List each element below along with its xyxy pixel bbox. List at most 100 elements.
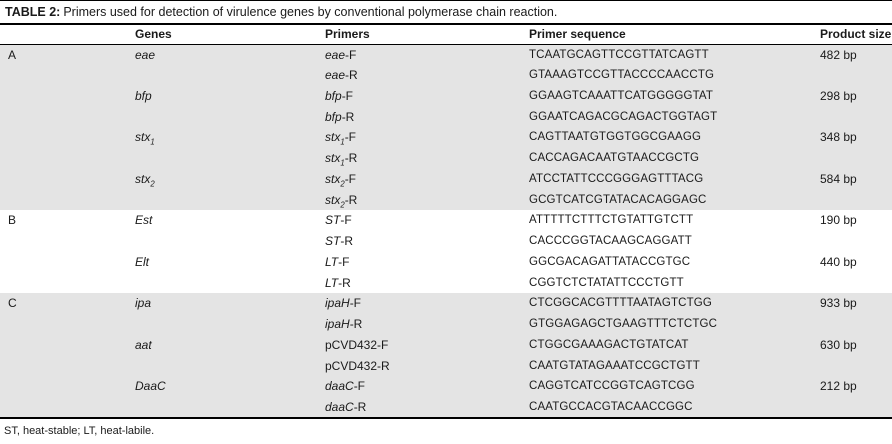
table-row: aat pCVD432-F CTGGCGAAAGACTGTATCAT 630 bp bbox=[0, 334, 892, 356]
product-size-cell bbox=[820, 355, 892, 376]
group-cell bbox=[0, 148, 135, 169]
gene-cell: stx1 bbox=[135, 130, 155, 147]
primers-table: Genes Primers Primer sequence Product si… bbox=[0, 25, 892, 419]
primer-cell: daaC-R bbox=[325, 399, 367, 414]
gene-cell bbox=[135, 106, 325, 127]
group-cell bbox=[0, 169, 135, 190]
primer-cell: pCVD432-R bbox=[325, 358, 390, 373]
sequence-cell: GTAAAGTCCGTTACCCCAACCTG bbox=[529, 69, 715, 82]
gene-cell bbox=[135, 231, 325, 252]
product-size-cell: 190 bp bbox=[820, 213, 857, 228]
table-row: B Est ST-F ATTTTTCTTTCTGTATTGTCTT 190 bp bbox=[0, 210, 892, 231]
product-size-cell: 298 bp bbox=[820, 88, 857, 103]
primer-cell: daaC-F bbox=[325, 379, 366, 394]
group-cell bbox=[0, 355, 135, 376]
col-header-primer-sequence: Primer sequence bbox=[529, 25, 820, 45]
primer-cell: ipaH-F bbox=[325, 296, 362, 311]
sequence-cell: GGAATCAGACGCAGACTGGTAGT bbox=[529, 110, 718, 123]
group-cell bbox=[0, 127, 135, 148]
gene-cell bbox=[135, 65, 325, 86]
sequence-cell: CAATGTATAGAAATCCGCTGTT bbox=[529, 359, 700, 372]
primer-cell: bfp-R bbox=[325, 109, 355, 124]
table-row: eae-R GTAAAGTCCGTTACCCCAACCTG bbox=[0, 64, 892, 86]
sequence-cell: CAGTTAATGTGGTGGCGAAGG bbox=[529, 131, 702, 144]
sequence-cell: GTGGAGAGCTGAAGTTTCTCTGC bbox=[529, 318, 718, 331]
table-row: DaaC daaC-F CAGGTCATCCGGTCAGTCGG 212 bp bbox=[0, 376, 892, 397]
primer-cell: LT-F bbox=[325, 254, 350, 269]
product-size-cell bbox=[820, 272, 892, 293]
sequence-cell: CGGTCTCTATATTCCCTGTT bbox=[529, 276, 684, 289]
group-cell bbox=[0, 252, 135, 273]
table-row: bfp-R GGAATCAGACGCAGACTGGTAGT bbox=[0, 106, 892, 127]
gene-cell bbox=[135, 397, 325, 418]
primer-cell: stx1-F bbox=[325, 130, 357, 147]
primer-cell: stx1-R bbox=[325, 151, 358, 168]
table-row: ST-R CACCCGGTACAAGCAGGATT bbox=[0, 231, 892, 252]
group-cell bbox=[0, 335, 135, 356]
table-row: stx1 stx1-F CAGTTAATGTGGTGGCGAAGG 348 bp bbox=[0, 127, 892, 148]
group-cell bbox=[0, 86, 135, 107]
product-size-cell: 584 bp bbox=[820, 171, 857, 186]
primer-cell: LT-R bbox=[325, 275, 351, 290]
product-size-cell: 212 bp bbox=[820, 379, 857, 394]
group-cell: B bbox=[8, 213, 17, 228]
group-cell: C bbox=[8, 296, 17, 311]
product-size-cell: 933 bp bbox=[820, 296, 857, 311]
group-cell bbox=[0, 397, 135, 418]
table-row: stx1-R CACCAGACAATGTAACCGCTG bbox=[0, 147, 892, 169]
gene-cell bbox=[135, 314, 325, 335]
header-row: Genes Primers Primer sequence Product si… bbox=[0, 25, 892, 45]
product-size-cell: 440 bp bbox=[820, 254, 857, 269]
group-cell bbox=[0, 376, 135, 397]
gene-cell: DaaC bbox=[135, 379, 166, 394]
product-size-cell: 630 bp bbox=[820, 337, 857, 352]
table-title: TABLE 2: Primers used for detection of vi… bbox=[0, 1, 892, 25]
sequence-cell: CACCCGGTACAAGCAGGATT bbox=[529, 235, 692, 248]
primer-cell: eae-F bbox=[325, 47, 357, 62]
sequence-cell: GGCGACAGATTATACCGTGC bbox=[529, 255, 691, 268]
primer-cell: stx2-R bbox=[325, 192, 358, 210]
primer-cell: bfp-F bbox=[325, 88, 354, 103]
primer-cell: ST-R bbox=[325, 234, 354, 249]
table-row: stx2-R GCGTCATCGTATACACAGGAGC bbox=[0, 189, 892, 210]
primer-cell: eae-R bbox=[325, 68, 358, 83]
gene-cell: aat bbox=[135, 337, 152, 352]
group-cell bbox=[0, 314, 135, 335]
sequence-cell: GGAAGTCAAATTCATGGGGGTAT bbox=[529, 89, 714, 102]
group-cell: A bbox=[8, 47, 17, 62]
table-row: pCVD432-R CAATGTATAGAAATCCGCTGTT bbox=[0, 355, 892, 376]
table-title-label: TABLE 2: bbox=[5, 5, 61, 19]
primer-cell: ST-F bbox=[325, 213, 352, 228]
sequence-cell: CTCGGCACGTTTTAATAGTCTGG bbox=[529, 297, 712, 310]
group-cell bbox=[0, 272, 135, 293]
group-cell bbox=[0, 231, 135, 252]
gene-cell: bfp bbox=[135, 88, 152, 103]
sequence-cell: GCGTCATCGTATACACAGGAGC bbox=[529, 193, 707, 206]
sequence-cell: ATCCTATTCCCGGGAGTTTACG bbox=[529, 172, 704, 185]
sequence-cell: CAATGCCACGTACAACCGGC bbox=[529, 400, 693, 413]
table-row: stx2 stx2-F ATCCTATTCCCGGGAGTTTACG 584 bp bbox=[0, 168, 892, 190]
product-size-cell bbox=[820, 148, 892, 169]
table-title-text: Primers used for detection of virulence … bbox=[63, 5, 558, 19]
table-row: Elt LT-F GGCGACAGATTATACCGTGC 440 bp bbox=[0, 252, 892, 273]
primer-cell: ipaH-R bbox=[325, 317, 363, 332]
col-header-group bbox=[0, 25, 135, 45]
primer-cell: pCVD432-F bbox=[325, 337, 389, 352]
gene-cell: eae bbox=[135, 47, 156, 62]
sequence-cell: TCAATGCAGTTCCGTTATCAGTT bbox=[529, 48, 709, 61]
col-header-genes: Genes bbox=[135, 25, 325, 45]
sequence-cell: CTGGCGAAAGACTGTATCAT bbox=[529, 338, 689, 351]
sequence-cell: ATTTTTCTTTCTGTATTGTCTT bbox=[529, 214, 694, 227]
product-size-cell: 482 bp bbox=[820, 47, 857, 62]
gene-cell bbox=[135, 272, 325, 293]
product-size-cell bbox=[820, 106, 892, 127]
primer-cell: stx2-F bbox=[325, 171, 357, 189]
product-size-cell bbox=[820, 189, 892, 210]
table-row: ipaH-R GTGGAGAGCTGAAGTTTCTCTGC bbox=[0, 313, 892, 335]
gene-cell bbox=[135, 355, 325, 376]
product-size-cell bbox=[820, 231, 892, 252]
gene-cell: stx2 bbox=[135, 171, 155, 189]
product-size-cell bbox=[820, 65, 892, 86]
